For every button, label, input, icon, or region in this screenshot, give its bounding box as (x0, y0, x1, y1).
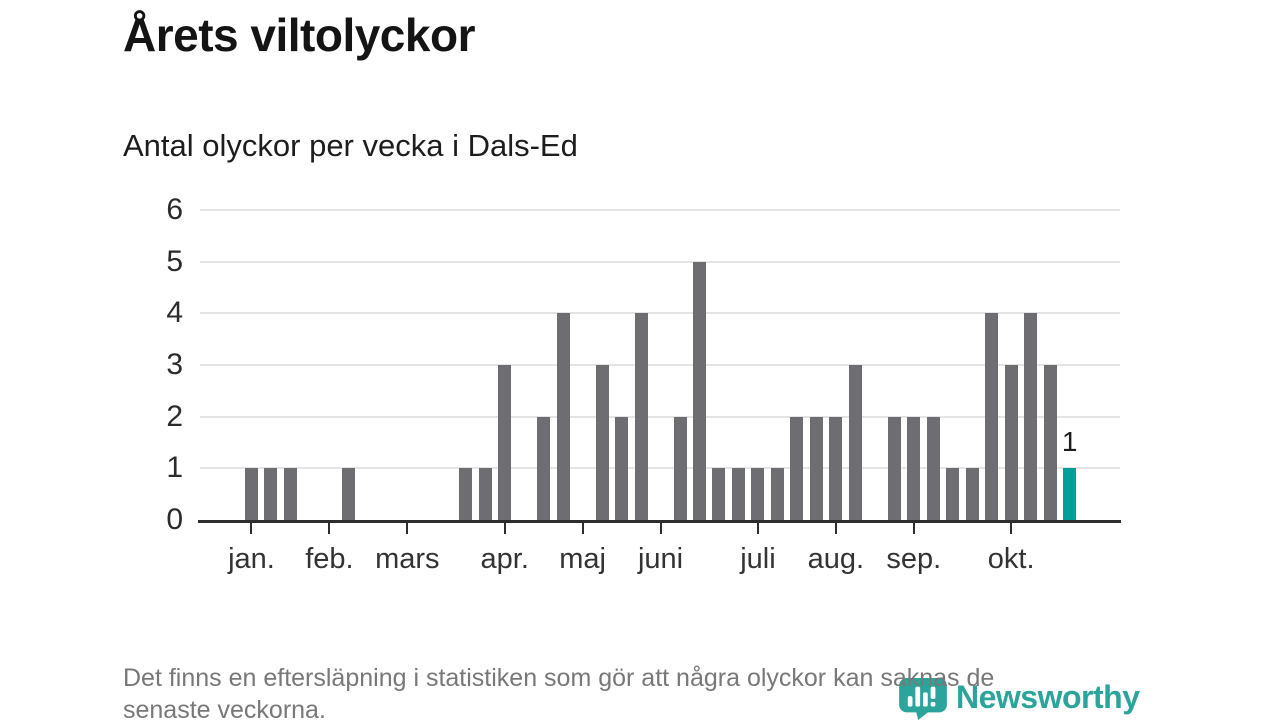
bar-week-26 (712, 468, 726, 520)
x-axis-label-apr: apr. (480, 543, 529, 575)
bar-week-40 (985, 313, 999, 520)
y-axis-label-4: 4 (166, 296, 183, 330)
logo-bar-mid (923, 692, 928, 707)
bar-week-22 (634, 313, 648, 520)
bar-week-4 (283, 468, 297, 520)
bar-week-18 (556, 313, 570, 520)
x-tick-aug (834, 523, 837, 534)
y-axis-label-6: 6 (166, 193, 183, 226)
bar-week-24 (673, 416, 687, 520)
footer-note-line1: Det finns en eftersläpning i statistiken… (123, 664, 995, 692)
bar-week-25 (693, 261, 706, 520)
gridline-y2 (200, 415, 1120, 418)
highlight-value-label: 1 (1061, 426, 1078, 457)
gridline-y6 (200, 209, 1120, 211)
newsworthy-logo: Newsworthy (898, 678, 1140, 720)
y-axis-label-0: 0 (166, 503, 183, 536)
x-axis-label-mars: mars (375, 543, 440, 575)
y-axis-label-5: 5 (166, 244, 183, 278)
newsworthy-logo-text: Newsworthy (956, 679, 1140, 715)
x-tick-juni (659, 523, 662, 534)
gridline-y3 (200, 364, 1120, 366)
x-axis-label-okt: okt. (987, 543, 1035, 575)
chart-subtitle: Antal olyckor per vecka i Dals-Ed (123, 128, 578, 163)
logo-bar-short (907, 696, 913, 707)
bar-week-17 (537, 416, 551, 520)
gridline-y4 (200, 312, 1120, 315)
x-axis-line (198, 520, 1121, 523)
bar-week-15 (498, 365, 512, 520)
bar-week-2 (244, 468, 258, 520)
bar-week-41 (1004, 365, 1018, 520)
x-tick-apr (503, 523, 506, 534)
bar-week-43 (1043, 365, 1057, 520)
x-axis-label-jan: jan. (228, 543, 275, 575)
bar-week-33 (848, 365, 862, 520)
bar-week-39 (965, 468, 979, 520)
bar-week-13 (459, 468, 473, 520)
logo-exclamation-stem (930, 686, 936, 699)
y-axis-label-2: 2 (166, 399, 183, 433)
bar-week-30 (790, 416, 804, 520)
x-tick-maj (581, 523, 584, 534)
x-tick-okt (1010, 523, 1013, 534)
x-axis-label-aug: aug. (807, 543, 865, 575)
bar-week-3 (264, 468, 278, 520)
logo-bar-tall (915, 686, 921, 707)
newsworthy-pin-icon (899, 678, 947, 720)
x-tick-juli (756, 523, 759, 534)
logo-exclamation-dot (930, 701, 936, 707)
bar-week-38 (946, 468, 960, 520)
bar-week-36 (907, 416, 921, 520)
bar-week-37 (926, 416, 940, 520)
bar-week-35 (887, 416, 901, 520)
x-axis-label-feb: feb. (305, 543, 354, 575)
bar-week-27 (731, 468, 745, 520)
x-tick-mars (406, 523, 409, 534)
bar-week-14 (478, 468, 492, 520)
bar-week-31 (809, 416, 823, 520)
page-title: Årets viltolyckor (123, 9, 475, 61)
footer-note: Det finns en eftersläpning i statistiken… (123, 662, 994, 720)
x-tick-jan (250, 523, 253, 534)
bar-week-44-highlight (1063, 468, 1077, 520)
bar-week-20 (595, 365, 609, 520)
x-axis-label-juli: juli (740, 543, 776, 575)
x-axis-label-sep: sep. (886, 543, 942, 575)
bar-week-28 (751, 468, 765, 520)
bar-week-7 (342, 468, 356, 520)
bar-week-29 (770, 468, 784, 520)
bar-week-21 (615, 416, 629, 520)
bar-week-32 (829, 416, 843, 520)
gridline-y5 (200, 260, 1120, 263)
x-tick-sep (912, 523, 915, 534)
bar-week-42 (1024, 313, 1038, 520)
y-axis-label-1: 1 (166, 451, 183, 485)
y-axis-label-3: 3 (166, 348, 183, 381)
footer-note-line2: senaste veckorna. (123, 696, 326, 720)
gridline-y1 (200, 467, 1120, 470)
x-axis-label-maj: maj (559, 543, 606, 575)
x-tick-feb (328, 523, 331, 534)
x-axis-label-juni: juni (637, 543, 684, 575)
